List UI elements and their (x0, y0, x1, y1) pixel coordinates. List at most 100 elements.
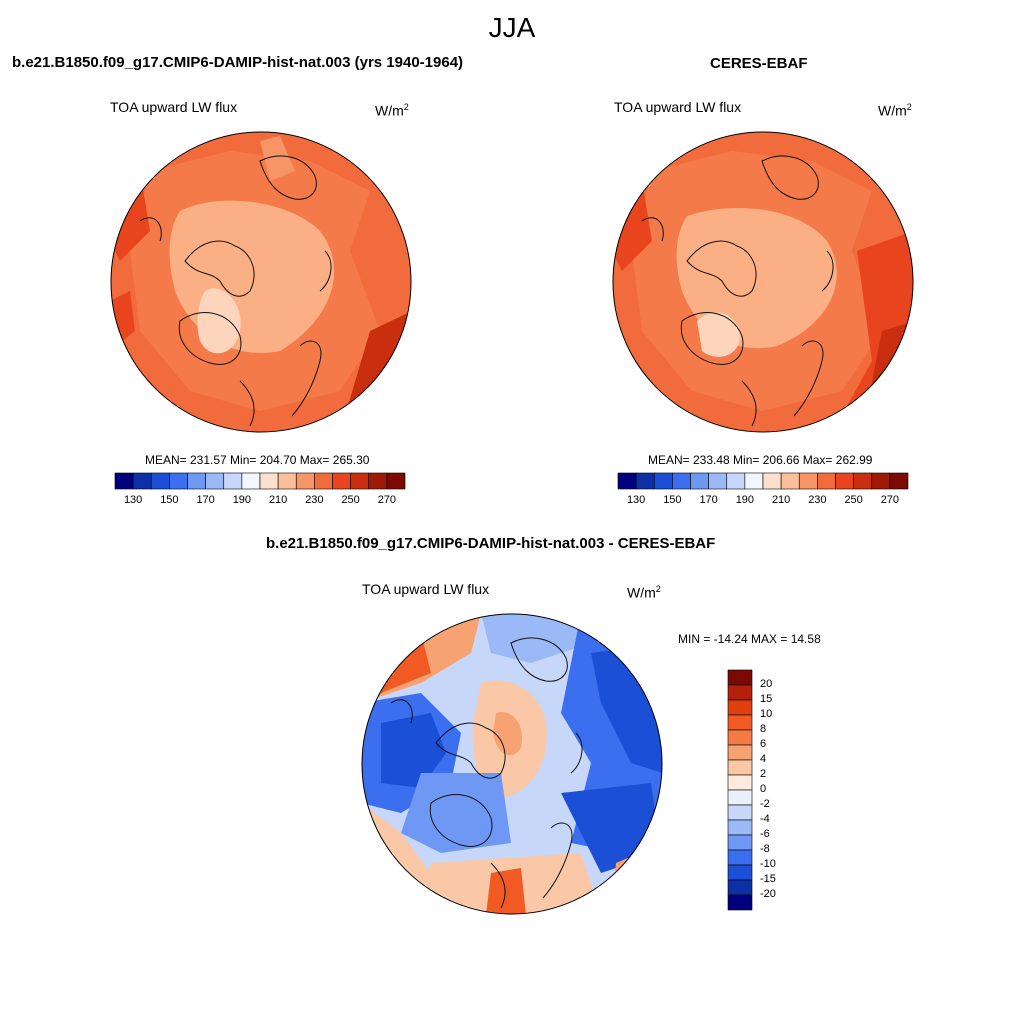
panel1-colorbar-tick: 230 (305, 494, 324, 506)
panel3-colorbar-swatch (727, 834, 753, 851)
panel1-colorbar-swatch (187, 472, 206, 490)
panel3-colorbar-label: -15 (760, 873, 776, 885)
panel1-colorbar-swatch (114, 472, 134, 490)
panel3-colorbar-label: -2 (760, 798, 770, 810)
panel2-colorbar-swatch (744, 472, 764, 490)
panel1-colorbar-tick: 150 (160, 494, 179, 506)
panel1-colorbar-tick: 250 (341, 494, 360, 506)
panel3-colorbar-label: 2 (760, 768, 767, 780)
panel3-colorbar-swatch (727, 864, 753, 881)
panel2-title: CERES-EBAF (710, 55, 808, 72)
panel2-variable: TOA upward LW flux (614, 99, 742, 115)
panel2-colorbar-swatch (653, 472, 673, 490)
panel2-colorbar-tick: 210 (771, 494, 791, 506)
panel3-colorbar-label: -4 (760, 813, 770, 825)
panel3-colorbar (727, 669, 753, 911)
panel1-colorbar-tick: 170 (196, 494, 215, 506)
panel3-colorbar-label: -10 (760, 858, 776, 870)
panel3-colorbar-label: 4 (760, 753, 767, 765)
panel3-colorbar-swatch (727, 759, 753, 776)
panel1-stats: MEAN= 231.57 Min= 204.70 Max= 265.30 (145, 453, 370, 467)
panel3-colorbar-swatch (727, 789, 753, 806)
panel2-colorbar-swatch (726, 472, 746, 490)
panel3-colorbar-label: 20 (760, 678, 773, 690)
panel3-colorbar-label: 0 (760, 783, 767, 795)
panel3-variable: TOA upward LW flux (362, 581, 490, 597)
panel2-colorbar-tick: 270 (880, 494, 900, 506)
panel3-colorbar-swatch (727, 729, 753, 746)
panel2-colorbar-swatch (635, 472, 655, 490)
panel2-units: W/m2 (878, 102, 912, 119)
panel3-colorbar-swatch (727, 774, 753, 791)
panel1-colorbar-swatch (223, 472, 243, 490)
panel3-colorbar-swatch (727, 684, 753, 701)
panel3-colorbar-label: -6 (760, 828, 770, 840)
panel1-colorbar-swatch (314, 472, 333, 490)
panel3-colorbar-swatch (727, 879, 753, 896)
season-title: JJA (488, 12, 536, 43)
panel2-colorbar-swatch (672, 472, 691, 490)
panel2-colorbar-swatch (780, 472, 800, 490)
panel3-title: b.e21.B1850.f09_g17.CMIP6-DAMIP-hist-nat… (266, 535, 716, 552)
panel2-colorbar-swatch (889, 472, 909, 490)
panel3-colorbar-label: 8 (760, 723, 767, 735)
panel3-colorbar-swatch (727, 894, 753, 911)
panel3-colorbar-swatch (727, 804, 753, 821)
panel2-colorbar (617, 472, 909, 490)
panel1-colorbar-tick: 210 (268, 494, 288, 506)
panel1-polar-map (110, 131, 412, 433)
panel1-title: b.e21.B1850.f09_g17.CMIP6-DAMIP-hist-nat… (12, 54, 464, 71)
panel3-colorbar-swatch (727, 819, 753, 836)
panel1-variable: TOA upward LW flux (110, 99, 238, 115)
panel1-colorbar-swatch (277, 472, 297, 490)
panel2-colorbar-tick: 250 (844, 494, 863, 506)
panel2-colorbar-swatch (708, 472, 728, 490)
panel3-colorbar-swatch (727, 714, 753, 731)
panel3-colorbar-swatch (727, 744, 753, 761)
panel3-colorbar-label: 6 (760, 738, 767, 750)
panel1-colorbar-swatch (386, 472, 406, 490)
panel1-colorbar-swatch (350, 472, 370, 490)
panel1-colorbar-ticks: 130 150 170 190 210 230 250 270 (115, 494, 405, 508)
panel1-colorbar-swatch (368, 472, 388, 490)
panel1-colorbar-swatch (332, 472, 351, 490)
panel3-polar-map (361, 613, 663, 915)
panel1-colorbar (114, 472, 406, 490)
panel3-colorbar-label: -20 (760, 888, 776, 900)
panel1-colorbar-tick: 270 (377, 494, 397, 506)
panel3-colorbar-label: 10 (760, 708, 773, 720)
panel2-colorbar-swatch (817, 472, 836, 490)
panel1-colorbar-swatch (150, 472, 170, 490)
panel2-colorbar-swatch (617, 472, 637, 490)
panel2-colorbar-tick: 170 (699, 494, 718, 506)
panel1-colorbar-swatch (169, 472, 188, 490)
panel2-colorbar-swatch (835, 472, 854, 490)
panel1-colorbar-swatch (241, 472, 261, 490)
panel3-colorbar-labels: 20 15 10 8 6 4 2 0 -2 -4 -6 -8 -10 -15 -20 (758, 670, 798, 910)
panel2-colorbar-swatch (853, 472, 873, 490)
panel1-colorbar-tick: 130 (123, 494, 143, 506)
panel3-colorbar-swatch (727, 699, 753, 716)
panel3-units: W/m2 (627, 584, 661, 601)
panel2-colorbar-swatch (690, 472, 709, 490)
panel3-colorbar-swatch (727, 849, 753, 866)
panel1-colorbar-swatch (132, 472, 152, 490)
panel2-colorbar-tick: 190 (735, 494, 755, 506)
panel3-stats: MIN = -14.24 MAX = 14.58 (678, 632, 821, 646)
panel2-polar-map (612, 131, 914, 433)
panel2-stats: MEAN= 233.48 Min= 206.66 Max= 262.99 (648, 453, 873, 467)
panel3-colorbar-swatch (727, 669, 753, 686)
panel2-colorbar-swatch (798, 472, 818, 490)
panel1-colorbar-swatch (295, 472, 315, 490)
panel2-colorbar-swatch (762, 472, 782, 490)
panel2-colorbar-ticks: 130 150 170 190 210 230 250 270 (618, 494, 908, 508)
panel1-units: W/m2 (375, 102, 409, 119)
panel2-colorbar-tick: 150 (663, 494, 682, 506)
panel1-colorbar-tick: 190 (232, 494, 252, 506)
panel3-colorbar-label: 15 (760, 693, 773, 705)
panel2-colorbar-tick: 130 (626, 494, 646, 506)
panel1-colorbar-swatch (205, 472, 225, 490)
panel3-colorbar-label: -8 (760, 843, 770, 855)
panel1-colorbar-swatch (259, 472, 279, 490)
panel2-colorbar-swatch (871, 472, 891, 490)
